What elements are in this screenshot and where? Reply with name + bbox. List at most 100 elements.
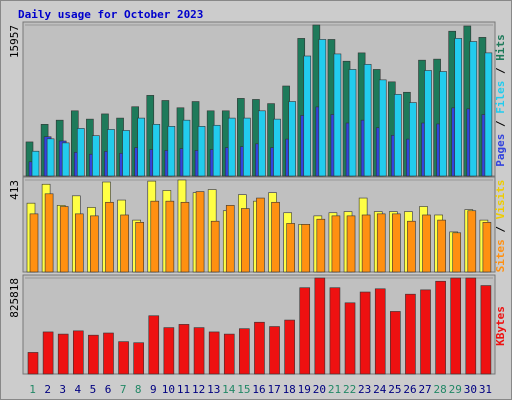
- x-tick-label: 8: [135, 383, 142, 396]
- bar: [165, 200, 175, 273]
- bar: [254, 321, 265, 375]
- bar: [407, 220, 416, 273]
- bar: [376, 213, 386, 273]
- legend: Pages / Files / Hits: [494, 34, 507, 167]
- bar: [59, 206, 69, 273]
- bar: [424, 70, 432, 177]
- x-tick-label: 13: [207, 383, 220, 396]
- x-tick-label: 6: [105, 383, 112, 396]
- bar: [42, 331, 54, 375]
- chart-title: Daily usage for October 2023: [18, 8, 203, 21]
- bar: [258, 110, 266, 177]
- bar: [344, 302, 356, 375]
- bar: [301, 224, 311, 273]
- legend-entry: Pages: [494, 134, 507, 167]
- bar: [392, 213, 401, 273]
- bar: [208, 331, 220, 375]
- bar: [452, 232, 462, 273]
- bar: [374, 288, 386, 375]
- x-tick-label: 4: [75, 383, 82, 396]
- x-tick-label: 24: [373, 383, 387, 396]
- bar: [239, 328, 250, 375]
- bar: [420, 289, 431, 375]
- bar: [227, 117, 236, 177]
- bar: [273, 118, 281, 177]
- bar: [437, 219, 446, 273]
- bar: [31, 150, 40, 177]
- bar: [163, 327, 175, 375]
- bar: [195, 191, 205, 273]
- x-tick-label: 23: [358, 383, 371, 396]
- bar: [288, 101, 296, 177]
- bar: [105, 201, 114, 273]
- legend-entry: Visits: [494, 180, 507, 220]
- bar: [197, 126, 206, 177]
- bar: [76, 128, 85, 177]
- y-tick-label: 413: [8, 180, 21, 200]
- bar: [469, 41, 478, 177]
- x-tick-label: 14: [222, 383, 236, 396]
- x-tick-label: 7: [120, 383, 127, 396]
- bar: [286, 223, 295, 273]
- bar: [243, 117, 251, 177]
- legend-entry: Hits: [494, 34, 507, 61]
- bar: [107, 129, 115, 177]
- x-tick-label: 9: [150, 383, 157, 396]
- bar: [348, 69, 357, 177]
- bar: [223, 333, 235, 375]
- bar: [333, 53, 342, 177]
- bar: [135, 222, 144, 273]
- bar: [450, 277, 462, 375]
- bar: [103, 332, 114, 375]
- x-tick-label: 12: [192, 383, 205, 396]
- bar: [122, 130, 130, 177]
- bar: [88, 334, 99, 375]
- bar: [61, 142, 70, 177]
- legend-entry: Sites: [494, 239, 507, 272]
- x-tick-label: 16: [252, 383, 265, 396]
- x-tick-label: 25: [388, 383, 401, 396]
- x-tick-label: 11: [177, 383, 190, 396]
- bar: [346, 215, 356, 273]
- bar: [378, 79, 387, 177]
- bar: [178, 324, 190, 375]
- x-tick-label: 2: [44, 383, 51, 396]
- bar: [241, 208, 250, 273]
- bar: [27, 352, 39, 375]
- bar: [120, 214, 129, 273]
- bar: [422, 214, 431, 273]
- bar: [271, 201, 280, 273]
- bar: [394, 94, 402, 177]
- x-tick-label: 31: [479, 383, 492, 396]
- bar: [137, 117, 145, 177]
- bar: [118, 341, 129, 375]
- bar: [46, 138, 55, 177]
- x-tick-label: 21: [328, 383, 341, 396]
- bar: [361, 214, 371, 273]
- legend: KBytes: [494, 306, 507, 346]
- bar: [182, 119, 191, 177]
- bar: [74, 213, 84, 273]
- bar: [331, 215, 341, 273]
- bar: [256, 197, 265, 273]
- y-tick-label: 15957: [8, 25, 21, 58]
- bar: [439, 71, 447, 177]
- bar: [318, 39, 327, 177]
- bar: [480, 285, 492, 375]
- bar: [212, 124, 221, 177]
- bar: [482, 222, 492, 273]
- x-tick-label: 27: [418, 383, 431, 396]
- bar: [210, 220, 220, 273]
- x-tick-label: 22: [343, 383, 356, 396]
- bar: [405, 293, 416, 375]
- legend: Sites / Visits: [494, 180, 507, 273]
- bar: [269, 326, 280, 375]
- x-tick-label: 5: [90, 383, 97, 396]
- bar: [363, 64, 372, 177]
- y-tick-label: 825818: [8, 278, 21, 318]
- x-tick-label: 18: [283, 383, 296, 396]
- legend-separator: /: [494, 219, 507, 239]
- bar: [329, 287, 341, 375]
- x-tick-label: 28: [434, 383, 447, 396]
